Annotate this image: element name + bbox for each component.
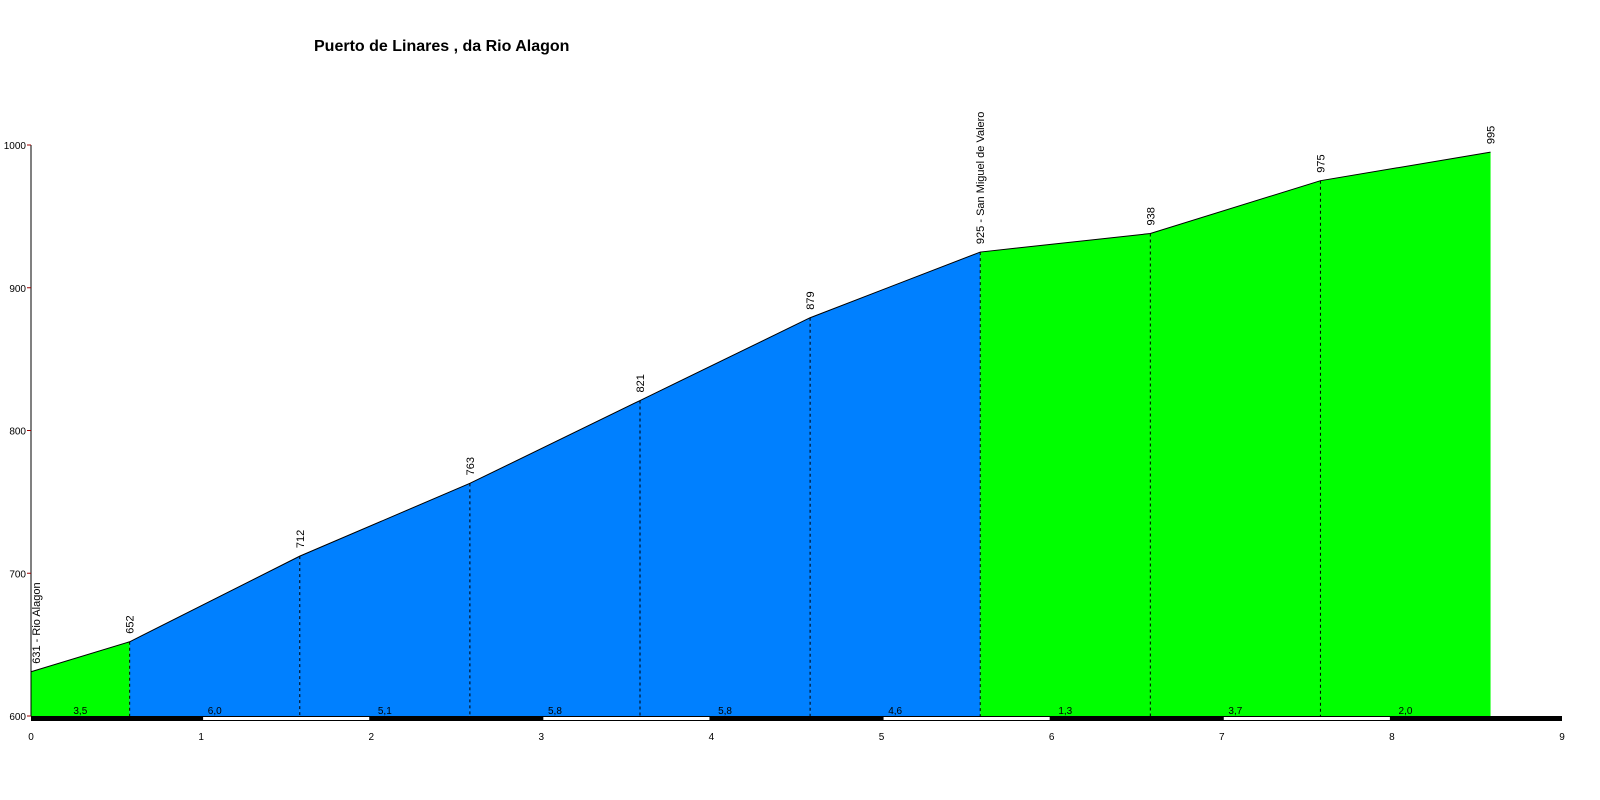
- gradient-label-8: 3,7: [1228, 706, 1242, 717]
- elevation-labels: 631 - Rio Alagon 652 712 763 821 879 925 - San…: [31, 112, 1498, 664]
- elevation-label-5: 821: [635, 374, 647, 392]
- segment-fill-4: [469, 400, 640, 716]
- gradient-label-7: 1,3: [1058, 706, 1072, 717]
- scale-bar-white-3: [543, 717, 710, 720]
- gradient-label-2: 6,0: [208, 706, 222, 717]
- x-tick-label-7: 7: [1219, 732, 1225, 743]
- scale-bar-white-5: [883, 717, 1050, 720]
- gradient-label-9: 2,0: [1399, 706, 1413, 717]
- x-tick-label-6: 6: [1049, 732, 1055, 743]
- elevation-label-1: 631 - Rio Alagon: [31, 582, 43, 663]
- elevation-label-2: 652: [125, 615, 137, 633]
- segment-fill-7: [980, 233, 1151, 716]
- elevation-label-4: 763: [465, 457, 477, 475]
- distance-scale-bar: [31, 716, 1562, 721]
- gradient-labels: 3,5 6,0 5,1 5,8 5,8 4,6 1,3 3,7 2,0: [73, 706, 1413, 717]
- scale-bar-white-7: [1223, 717, 1390, 720]
- x-tick-label-5: 5: [879, 732, 885, 743]
- scale-bar-white-1: [203, 717, 370, 720]
- segment-fill-8: [1150, 180, 1321, 716]
- segment-fill-5: [639, 317, 811, 716]
- x-tick-label-4: 4: [709, 732, 715, 743]
- y-axis-ticks: 600 700 800 900 1000: [4, 141, 31, 723]
- profile-line: [30, 151, 1491, 673]
- segment-fill-6: [810, 252, 981, 716]
- gradient-label-4: 5,8: [548, 706, 562, 717]
- scale-bar-base: [31, 716, 1562, 721]
- segment-fill-2: [129, 556, 300, 716]
- elevation-label-8: 938: [1145, 207, 1157, 225]
- segment-fills: [31, 152, 1491, 716]
- x-tick-label-0: 0: [28, 732, 34, 743]
- elevation-label-3: 712: [295, 530, 307, 548]
- y-tick-label-1000: 1000: [4, 141, 27, 152]
- gradient-label-5: 5,8: [718, 706, 732, 717]
- segment-fill-1: [31, 641, 130, 716]
- x-axis-ticks: 0 1 2 3 4 5 6 7 8 9: [28, 732, 1565, 743]
- segment-fill-9: [1320, 152, 1491, 716]
- x-tick-label-9: 9: [1559, 732, 1565, 743]
- elevation-label-7: 925 - San Miguel de Valero: [975, 112, 987, 245]
- y-tick-label-900: 900: [9, 284, 26, 295]
- gradient-label-6: 4,6: [888, 706, 902, 717]
- x-tick-label-3: 3: [539, 732, 545, 743]
- segment-fill-3: [299, 483, 470, 716]
- y-tick-label-700: 700: [9, 569, 26, 580]
- elevation-label-10: 995: [1486, 126, 1498, 144]
- elevation-label-6: 879: [805, 291, 817, 309]
- chart-title: Puerto de Linares , da Rio Alagon: [314, 38, 570, 55]
- gradient-label-1: 3,5: [73, 706, 87, 717]
- y-tick-label-800: 800: [9, 427, 26, 438]
- elevation-label-9: 975: [1315, 154, 1327, 172]
- segment-dividers: [129, 180, 1321, 716]
- y-tick-label-600: 600: [9, 712, 26, 723]
- x-tick-label-1: 1: [198, 732, 204, 743]
- x-tick-label-2: 2: [368, 732, 374, 743]
- profile-outline: [30, 151, 1491, 673]
- gradient-label-3: 5,1: [378, 706, 392, 717]
- x-tick-label-8: 8: [1389, 732, 1395, 743]
